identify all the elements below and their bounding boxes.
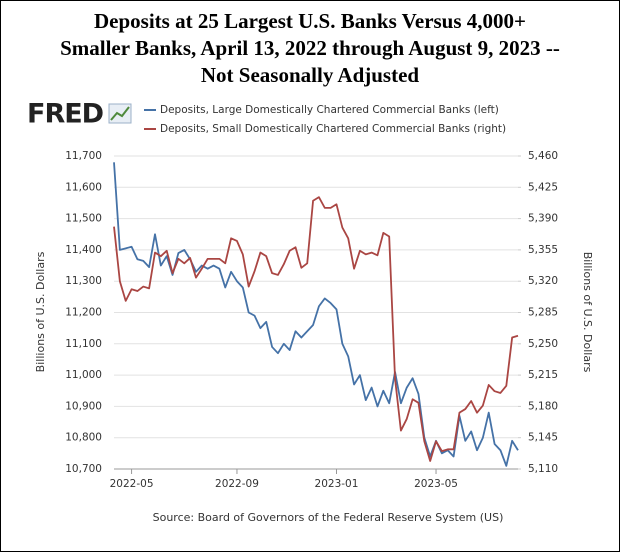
series-line [113, 196, 519, 462]
y-tick-label: 10,800 [65, 432, 102, 444]
y2-axis-label: Billions of U.S. Dollars [581, 252, 594, 373]
chart-title: Not Seasonally Adjusted [201, 63, 420, 87]
y2-tick-label: 5,285 [528, 307, 558, 319]
y-tick-label: 11,200 [65, 307, 102, 319]
y2-tick-label: 5,145 [528, 432, 558, 444]
y2-tick-label: 5,320 [528, 275, 558, 287]
y-tick-label: 11,400 [65, 244, 102, 256]
logo-icon [108, 103, 132, 124]
y2-tick-label: 5,355 [528, 244, 558, 256]
y-tick-label: 11,700 [65, 150, 102, 162]
y2-tick-label: 5,250 [528, 338, 558, 350]
series-line [113, 162, 519, 467]
y-axis-label: Billions of U.S. Dollars [34, 251, 47, 372]
y-tick-label: 11,300 [65, 275, 102, 287]
y2-tick-label: 5,110 [528, 463, 558, 475]
x-tick-label: 2022-09 [215, 478, 259, 490]
y2-tick-label: 5,215 [528, 369, 558, 381]
chart-title: Smaller Banks, April 13, 2022 through Au… [60, 36, 560, 60]
chart-title: Deposits at 25 Largest U.S. Banks Versus… [94, 9, 526, 33]
y-tick-label: 11,100 [65, 338, 102, 350]
y-tick-label: 11,500 [65, 213, 102, 225]
x-tick-label: 2022-05 [110, 478, 154, 490]
x-tick-label: 2023-05 [414, 478, 458, 490]
y2-tick-label: 5,425 [528, 181, 558, 193]
legend-label: Deposits, Large Domestically Chartered C… [160, 104, 499, 116]
legend-label: Deposits, Small Domestically Chartered C… [160, 123, 506, 135]
logo: FRED [27, 99, 103, 130]
y2-tick-label: 5,390 [528, 213, 558, 225]
y2-tick-label: 5,460 [528, 150, 558, 162]
y-tick-label: 11,600 [65, 181, 102, 193]
x-tick-label: 2023-01 [315, 478, 359, 490]
y-tick-label: 10,700 [65, 463, 102, 475]
y2-tick-label: 5,180 [528, 400, 558, 412]
y-tick-label: 10,900 [65, 400, 102, 412]
source: Source: Board of Governors of the Federa… [153, 511, 504, 524]
y-tick-label: 11,000 [65, 369, 102, 381]
